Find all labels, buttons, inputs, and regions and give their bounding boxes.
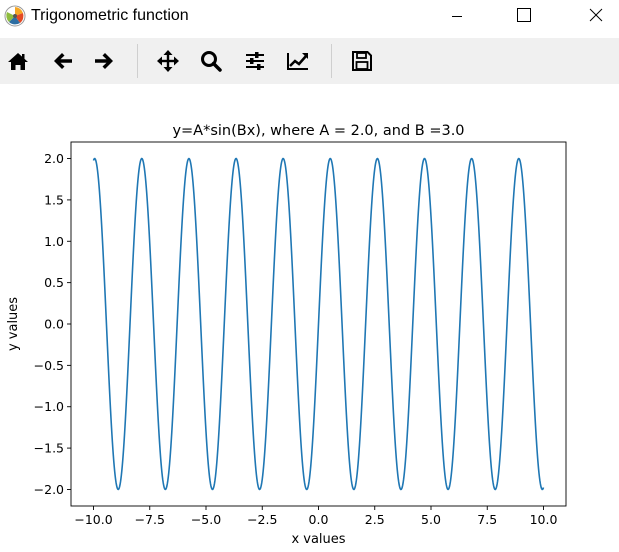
y-tick-label: 2.0 xyxy=(44,151,64,166)
x-tick-label: 0.0 xyxy=(309,512,329,527)
arrow-left-icon xyxy=(54,53,72,69)
minimize-button[interactable] xyxy=(434,0,480,33)
floppy-disk-icon xyxy=(352,51,372,71)
pan-button[interactable] xyxy=(154,47,182,75)
move-arrows-icon xyxy=(157,50,179,72)
line-chart-icon xyxy=(287,53,308,70)
save-button[interactable] xyxy=(348,47,376,75)
toolbar-separator xyxy=(137,44,138,78)
close-button[interactable] xyxy=(573,0,619,33)
subplots-button[interactable] xyxy=(241,47,269,75)
zoom-button[interactable] xyxy=(197,47,225,75)
x-tick-label: −2.5 xyxy=(247,512,277,527)
title-bar: Trigonometric function xyxy=(0,0,619,33)
y-tick-label: 0.5 xyxy=(44,275,64,290)
maximize-icon xyxy=(517,8,531,22)
home-button[interactable] xyxy=(4,47,32,75)
toolbar-separator xyxy=(331,44,332,78)
minimize-icon xyxy=(452,16,462,17)
y-tick-label: −1.5 xyxy=(34,441,64,456)
x-tick-label: 10.0 xyxy=(530,512,558,527)
x-tick-label: 7.5 xyxy=(477,512,497,527)
sliders-icon xyxy=(246,52,264,70)
back-button[interactable] xyxy=(49,47,77,75)
forward-button[interactable] xyxy=(90,47,118,75)
y-tick-label: 0.0 xyxy=(44,317,64,332)
x-tick-label: −5.0 xyxy=(191,512,221,527)
plot-svg: −10.0 −7.5 −5.0 −2.5 0.0 2.5 5.0 7.5 10.0 −2.0 −1.… xyxy=(6,123,567,547)
y-axis-label: y values xyxy=(6,297,21,351)
x-tick-label: 2.5 xyxy=(365,512,385,527)
close-icon xyxy=(589,8,603,22)
chart-title: y=A*sin(Bx), where A = 2.0, and B =3.0 xyxy=(172,123,464,139)
magnifier-icon xyxy=(201,51,222,72)
y-tick-label: −2.0 xyxy=(34,482,64,497)
x-tick-label: −10.0 xyxy=(74,512,112,527)
arrow-right-icon xyxy=(95,53,113,69)
x-tick-label: 5.0 xyxy=(421,512,441,527)
y-tick-label: 1.0 xyxy=(44,234,64,249)
figure-canvas[interactable]: −10.0 −7.5 −5.0 −2.5 0.0 2.5 5.0 7.5 10.0 −2.0 −1.… xyxy=(0,84,619,552)
y-tick-label: −1.0 xyxy=(34,399,64,414)
matplotlib-logo-icon xyxy=(4,5,26,27)
maximize-button[interactable] xyxy=(500,0,546,33)
x-tick-label: −7.5 xyxy=(135,512,165,527)
window-title: Trigonometric function xyxy=(31,7,189,24)
navigation-toolbar xyxy=(0,38,619,84)
sine-series-line xyxy=(92,157,545,491)
x-axis-label: x values xyxy=(291,532,345,547)
home-icon xyxy=(8,53,28,70)
y-tick-label: −0.5 xyxy=(34,358,64,373)
y-tick-label: 1.5 xyxy=(44,192,64,207)
edit-axes-button[interactable] xyxy=(284,47,312,75)
